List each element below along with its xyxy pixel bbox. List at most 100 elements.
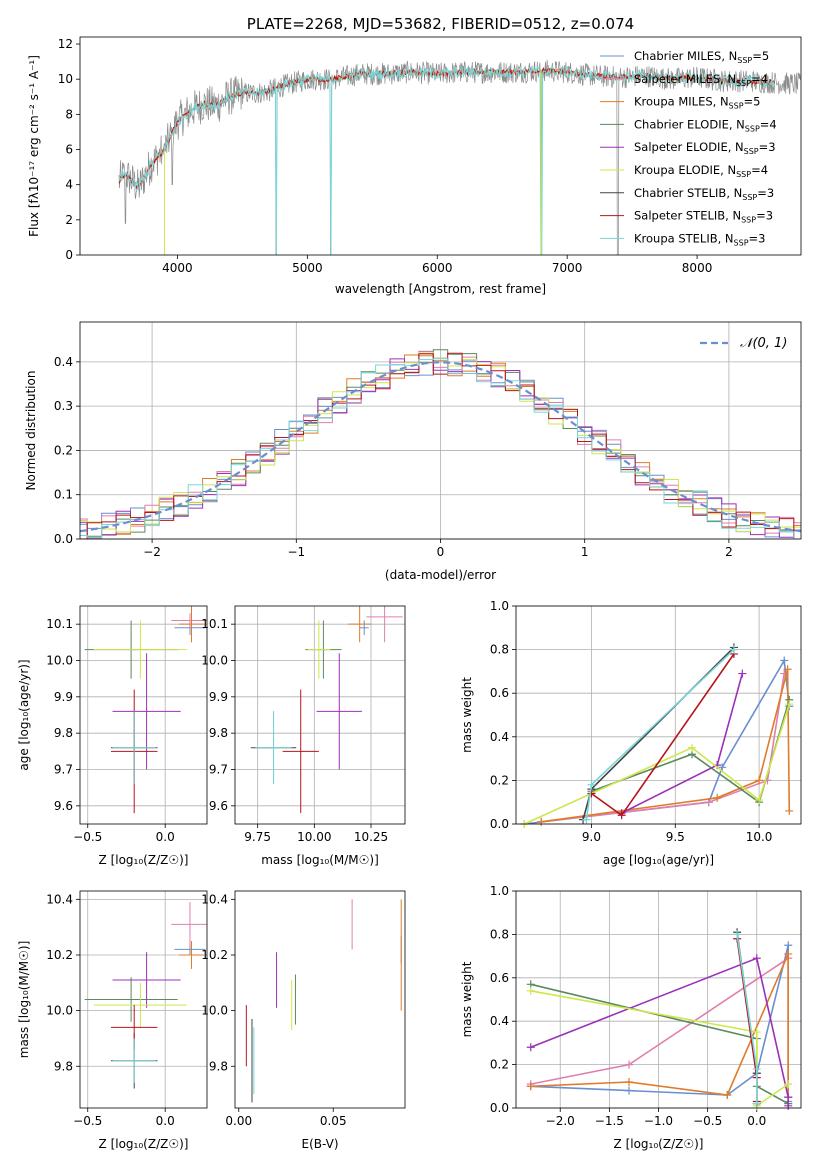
mass_weight_vs_Z-axes: −2.0 −1.5 −1.0 −0.5 0.0 0.0 0.2 0.4 0.6 0.8 1.0 — [490, 884, 801, 1128]
legend-sub: SSP — [745, 124, 760, 133]
y-tick-label: 9.6 — [54, 799, 73, 813]
x-tick-label: 2 — [725, 545, 733, 559]
age_vs_mass-errorbars — [250, 606, 403, 814]
legend-sub: SSP — [744, 147, 759, 156]
x-axis-label: wavelength [Angstrom, rest frame] — [335, 282, 546, 296]
y-axis-label: mass weight — [460, 677, 474, 753]
legend-sub: SSP — [741, 216, 756, 225]
series-marker-kroupa_stelib — [733, 930, 742, 939]
series-marker-kroupa_stelib — [587, 780, 596, 789]
y-tick-label: 10.0 — [201, 654, 228, 668]
mass_weight_vs_age-lines — [520, 643, 794, 828]
series-line-salpeter_elodie — [530, 957, 789, 1106]
series-marker-kroupa_miles — [537, 817, 546, 826]
y-tick-label: 0.0 — [490, 817, 509, 831]
x-tick-label: 4000 — [162, 261, 193, 275]
hist-step-salpeter_stelib — [80, 352, 801, 539]
series-marker-salpeter_miles — [625, 1060, 634, 1069]
mass_vs_Z-errorbars — [84, 902, 207, 1089]
y-tick-label: 0 — [65, 248, 73, 262]
legend-tail: =3 — [756, 209, 773, 223]
y-tick-label: 10.0 — [201, 1004, 228, 1018]
y-tick-label: 6 — [65, 143, 73, 157]
y-tick-label: 0.4 — [490, 1014, 509, 1028]
x-axis-label: (data-model)/error — [385, 568, 496, 582]
series-marker-salpeter_elodie — [784, 1101, 793, 1110]
histogram-steps — [80, 349, 801, 539]
x-tick-label: 10.25 — [354, 830, 388, 844]
x-tick-label: 0.0 — [747, 1114, 766, 1128]
x-axis-label: E(B-V) — [301, 1137, 338, 1151]
series-marker-chabrier_miles — [718, 763, 727, 772]
y-tick-label: 9.6 — [209, 799, 228, 813]
series-line-salpeter_elodie — [621, 673, 744, 814]
y-tick-label: 9.8 — [54, 1059, 73, 1073]
series-marker-salpeter_elodie — [526, 1043, 535, 1052]
y-tick-label: 0.0 — [54, 532, 73, 546]
y-tick-label: 0.2 — [54, 443, 73, 457]
series-marker-kroupa_elodie — [755, 796, 764, 805]
histogram-frame — [79, 321, 802, 540]
y-tick-label: 9.8 — [54, 726, 73, 740]
y-tick-label: 0.6 — [490, 971, 509, 985]
spectrum-axes: 4000 5000 6000 7000 8000 0 2 4 6 8 10 12 — [58, 37, 713, 275]
legend-sub: SSP — [734, 238, 749, 247]
series-marker-kroupa_miles — [526, 1082, 535, 1091]
age_vs_Z-axes: −0.5 0.0 9.6 9.7 9.8 9.9 10.0 10.1 — [46, 606, 207, 844]
x-axis-label: Z [log₁₀(Z/Z☉)] — [99, 1137, 189, 1151]
legend-sub: SSP — [737, 56, 752, 65]
series-marker-kroupa_stelib — [752, 1064, 761, 1073]
spectrum-frame — [79, 36, 802, 256]
y-tick-label: 0.1 — [54, 488, 73, 502]
x-tick-label: −1 — [287, 545, 305, 559]
normal-curve — [80, 361, 801, 533]
series-line-chabrier_miles — [524, 657, 791, 825]
hist-step-kroupa_stelib — [80, 358, 801, 539]
legend-tail: =4 — [760, 117, 777, 131]
legend-sub: SSP — [729, 102, 744, 111]
y-tick-label: 0.8 — [490, 927, 509, 941]
y-tick-label: 10 — [58, 72, 73, 86]
y-tick-label: 9.7 — [54, 763, 73, 777]
mass_vs_Z-frame — [79, 890, 208, 1109]
x-tick-label: 0.00 — [225, 1114, 252, 1128]
age_vs_mass-frame — [234, 605, 406, 825]
x-tick-label: 9.0 — [582, 830, 601, 844]
legend-tail: =5 — [752, 49, 769, 63]
series-marker-kroupa_elodie — [688, 743, 697, 752]
series-marker-kroupa_miles — [625, 1077, 634, 1086]
x-tick-label: −0.5 — [693, 1114, 722, 1128]
y-tick-label: 10.4 — [201, 892, 228, 906]
y-tick-label: 10.1 — [201, 617, 228, 631]
series-marker-salpeter_elodie — [784, 1093, 793, 1102]
series-marker-salpeter_elodie — [752, 954, 761, 963]
legend-label: Kroupa ELODIE, NSSP=4 — [634, 163, 768, 179]
series-marker-salpeter_elodie — [738, 669, 747, 678]
legend-tail: =4 — [751, 163, 768, 177]
x-tick-label: −2 — [143, 545, 161, 559]
mass_weight_vs_age-frame — [515, 605, 802, 825]
residual_hist-axes: −2 −1 0 1 2 0.0 0.1 0.2 0.3 0.4 — [54, 322, 801, 559]
x-axis-label: age [log₁₀(age/yr)] — [603, 853, 714, 867]
y-tick-label: 10.2 — [46, 948, 73, 962]
series-marker-kroupa_elodie — [752, 1028, 761, 1037]
series-marker-salpeter_stelib — [587, 789, 596, 798]
y-tick-label: 4 — [65, 178, 73, 192]
y-tick-label: 2 — [65, 213, 73, 227]
y-tick-label: 10.4 — [46, 892, 73, 906]
series-marker-kroupa_miles — [723, 1090, 732, 1099]
x-tick-label: 0.0 — [156, 1114, 175, 1128]
y-tick-label: 12 — [58, 37, 73, 51]
y-axis-label: mass weight — [460, 961, 474, 1037]
x-tick-label: −0.5 — [73, 1114, 102, 1128]
y-tick-label: 8 — [65, 107, 73, 121]
age_vs_Z-frame — [79, 605, 208, 825]
y-tick-label: 1.0 — [490, 884, 509, 898]
y-tick-label: 9.8 — [209, 1059, 228, 1073]
mass_vs_ebv-frame — [234, 890, 406, 1109]
x-tick-label: 8000 — [682, 261, 713, 275]
y-axis-label: age [log₁₀(age/yr)] — [17, 659, 31, 770]
mass_vs_Z-axes: −0.5 0.0 9.8 10.0 10.2 10.4 — [46, 891, 207, 1128]
x-tick-label: 0.05 — [320, 1114, 347, 1128]
x-tick-label: −0.5 — [73, 830, 102, 844]
